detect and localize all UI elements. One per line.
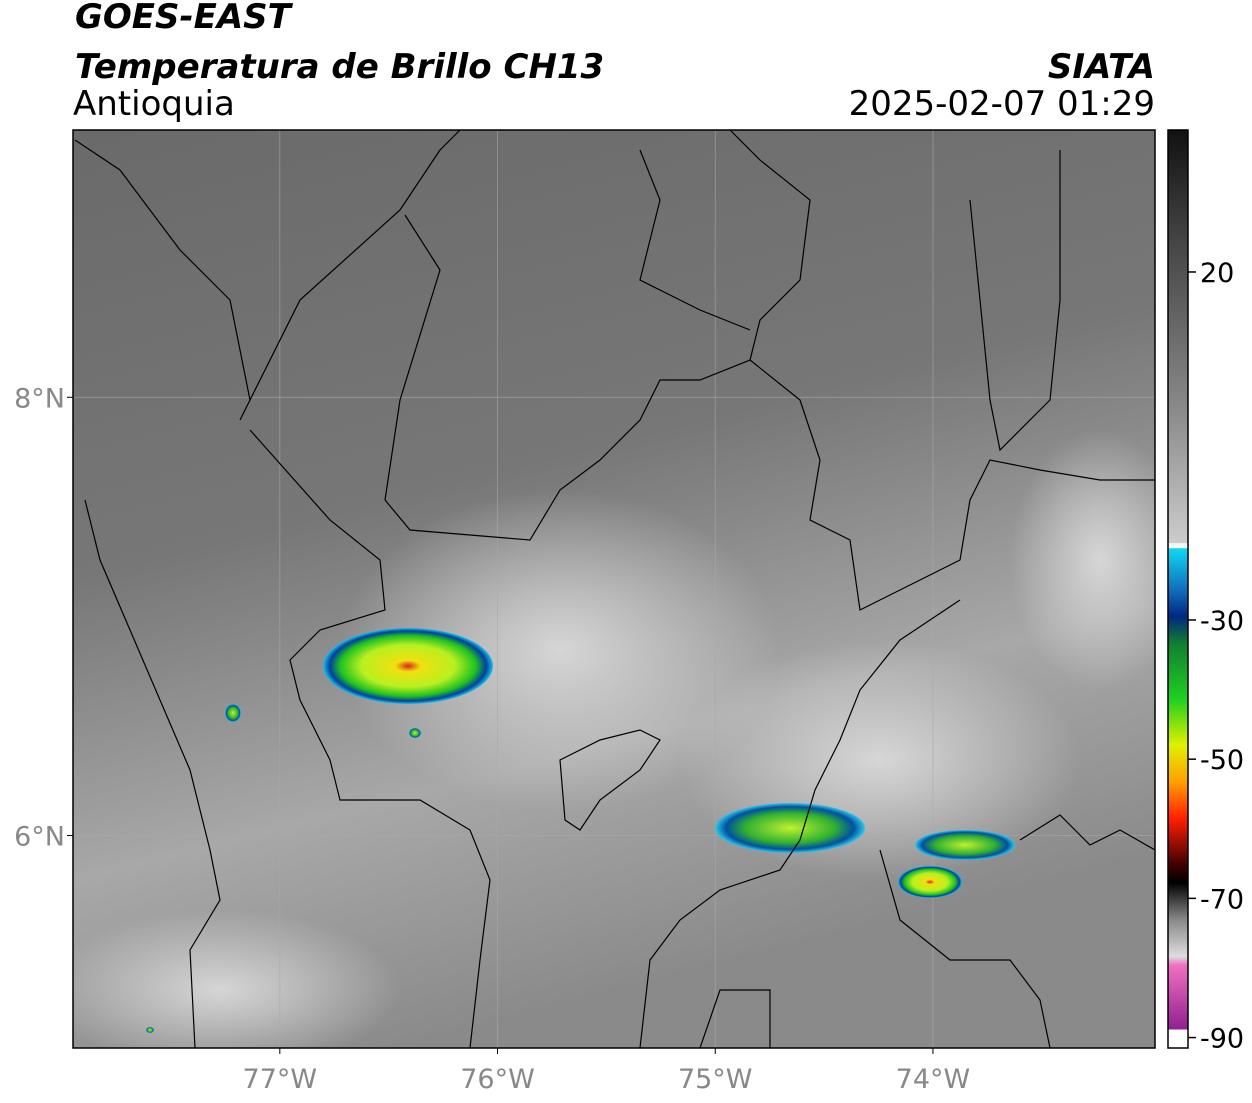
timestamp: 2025-02-07 01:29 — [849, 84, 1155, 124]
region: Antioquia — [73, 84, 235, 124]
colorbar-tick-label: 20 — [1200, 258, 1234, 289]
x-tick-label: 75°W — [678, 1064, 753, 1095]
subtitle: Temperatura de Brillo CH13 — [75, 47, 604, 87]
colorbar-tick-label: -50 — [1200, 745, 1244, 776]
x-tick-label: 74°W — [896, 1064, 971, 1095]
y-tick-label: 8°N — [14, 383, 65, 414]
colorbar-tick-label: -90 — [1200, 1024, 1244, 1055]
colorbar-tick-label: -30 — [1200, 606, 1244, 637]
storm-cell — [715, 803, 865, 853]
map-image — [73, 130, 1155, 1048]
storm-cell — [323, 628, 493, 704]
colorbar-tick-label: -70 — [1200, 884, 1244, 915]
colorbar — [1167, 129, 1189, 1049]
source: SIATA — [1048, 47, 1155, 87]
title: GOES-EAST — [75, 0, 294, 37]
x-tick-label: 77°W — [243, 1064, 318, 1095]
x-tick-label: 76°W — [460, 1064, 535, 1095]
y-tick-label: 6°N — [14, 821, 65, 852]
map-frame — [72, 129, 1156, 1049]
